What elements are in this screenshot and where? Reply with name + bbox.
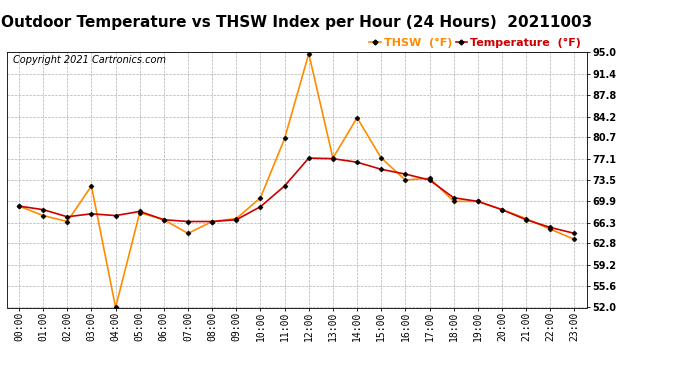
Text: Copyright 2021 Cartronics.com: Copyright 2021 Cartronics.com [12,55,166,65]
Legend: THSW  (°F), Temperature  (°F): THSW (°F), Temperature (°F) [369,38,581,48]
Text: Outdoor Temperature vs THSW Index per Hour (24 Hours)  20211003: Outdoor Temperature vs THSW Index per Ho… [1,15,592,30]
